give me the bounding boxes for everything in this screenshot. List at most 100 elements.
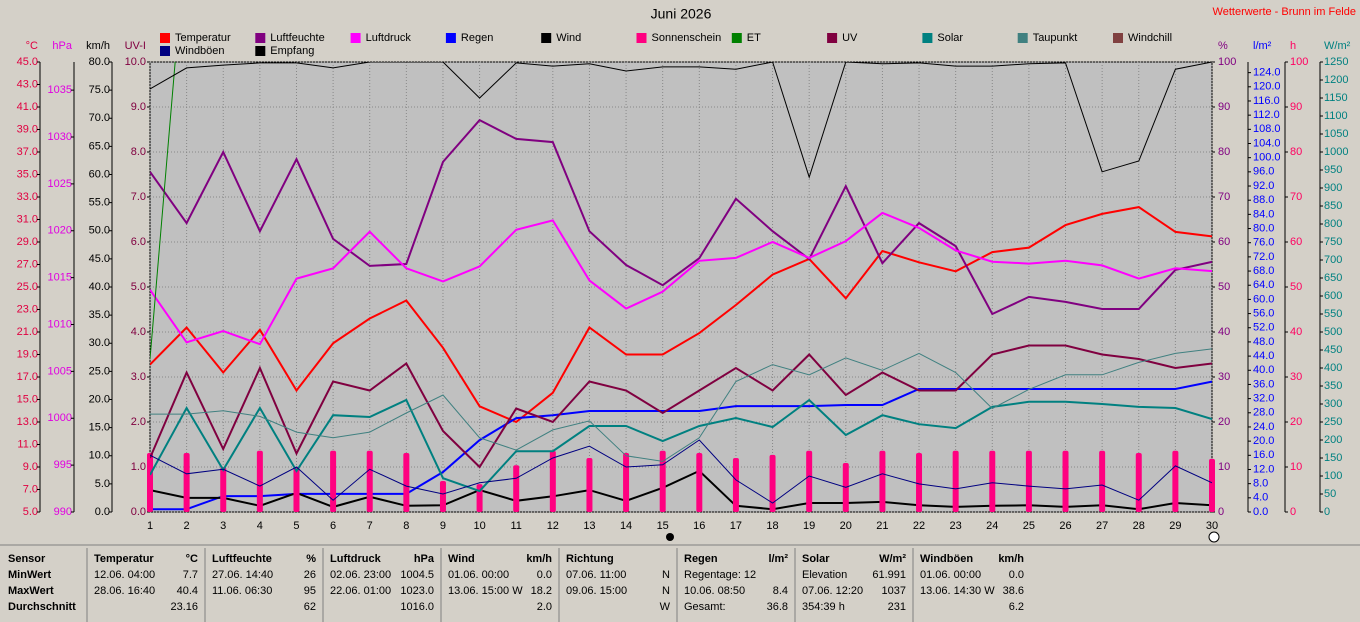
y-tick-label: 45.0	[17, 56, 38, 68]
y-tick-label: 150	[1324, 452, 1342, 464]
column-unit: %	[306, 553, 316, 565]
y-tick-label: 0	[1290, 506, 1296, 518]
x-tick-label: 11	[510, 520, 521, 532]
x-tick-label: 1	[147, 520, 153, 532]
y-tick-label: 43.0	[17, 78, 38, 90]
cell-text: 28.06. 16:40	[94, 585, 155, 597]
x-tick-label: 10	[473, 520, 485, 532]
y-tick-label: 96.0	[1253, 166, 1274, 178]
x-tick-label: 25	[1023, 520, 1035, 532]
y-tick-label: 100	[1324, 470, 1342, 482]
column-unit: W/m²	[879, 553, 906, 565]
cell-text: 02.06. 23:00	[330, 569, 391, 581]
cell-value: 0.0	[537, 569, 552, 581]
cell-text: 09.06. 15:00	[566, 585, 627, 597]
y-tick-label: 80	[1290, 146, 1302, 158]
y-tick-label: 200	[1324, 434, 1342, 446]
axis-title: UV-I	[125, 40, 146, 52]
row-label: Durchschnitt	[8, 601, 76, 613]
y-tick-label: 80.0	[1253, 222, 1274, 234]
y-tick-label: 950	[1324, 164, 1342, 176]
bar	[256, 450, 263, 512]
series-line	[150, 344, 1212, 469]
x-tick-label: 24	[986, 520, 998, 532]
legend-swatch	[827, 33, 838, 43]
cell-text: 07.06. 11:00	[566, 569, 626, 581]
bar	[183, 453, 190, 512]
legend-label: Windböen	[175, 45, 225, 57]
y-tick-label: 36.0	[1253, 378, 1274, 390]
x-tick-label: 27	[1096, 520, 1108, 532]
y-tick-label: 1035	[48, 84, 72, 96]
column-header: Solar	[802, 553, 830, 565]
y-tick-label: 9.0	[131, 101, 146, 113]
y-tick-label: 20.0	[89, 393, 110, 405]
legend-swatch	[1113, 33, 1123, 43]
y-tick-label: 56.0	[1253, 307, 1274, 319]
y-tick-label: 1.0	[131, 461, 146, 473]
legend-swatch	[922, 33, 933, 43]
y-tick-label: 35.0	[17, 168, 38, 180]
bar	[513, 465, 520, 512]
bar	[366, 450, 373, 512]
y-tick-label: 65.0	[89, 140, 110, 152]
y-tick-label: 55.0	[89, 197, 110, 209]
cell-text: 07.06. 12:20	[802, 585, 863, 597]
x-tick-label: 16	[693, 520, 705, 532]
legend-label: Solar	[937, 32, 963, 44]
cell-text: 13.06. 14:30 W	[920, 585, 995, 597]
cell-value: N	[662, 569, 670, 581]
y-tick-label: 75.0	[89, 84, 110, 96]
y-tick-label: 7.0	[131, 191, 146, 203]
x-tick-label: 4	[257, 520, 263, 532]
column-unit: km/h	[998, 553, 1024, 565]
y-tick-label: 37.0	[17, 146, 38, 158]
cell-value: 38.6	[1003, 585, 1024, 597]
column-header: Luftfeuchte	[212, 553, 272, 565]
y-tick-label: 1000	[48, 412, 72, 424]
legend-swatch	[731, 33, 742, 43]
cell-text: Elevation	[802, 569, 847, 581]
y-tick-label: 8.0	[1253, 478, 1268, 490]
y-tick-label: 44.0	[1253, 350, 1274, 362]
y-tick-label: 0.0	[131, 506, 146, 518]
cell-text: 22.06. 01:00	[330, 585, 391, 597]
bar	[806, 450, 813, 512]
y-tick-label: 1030	[48, 131, 72, 143]
cell-value: 1016.0	[400, 601, 434, 613]
cell-value: N	[662, 585, 670, 597]
cell-value: 36.8	[767, 601, 788, 613]
column-unit: km/h	[526, 553, 552, 565]
column-header: Windböen	[920, 553, 973, 565]
cell-value: 26	[304, 569, 316, 581]
y-tick-label: 70.0	[89, 112, 110, 124]
x-tick-label: 30	[1206, 520, 1218, 532]
bar	[879, 450, 886, 512]
y-tick-label: 84.0	[1253, 208, 1274, 220]
legend-label: Luftfeuchte	[270, 32, 324, 44]
column-unit: °C	[186, 553, 198, 565]
y-tick-label: 50	[1324, 488, 1336, 500]
legend-label: Wind	[556, 32, 581, 44]
axis-title: l/m²	[1253, 40, 1272, 52]
y-tick-label: 1050	[1324, 128, 1348, 140]
bar	[293, 467, 300, 512]
cell-value: 18.2	[531, 585, 552, 597]
cell-text: 27.06. 14:40	[212, 569, 273, 581]
y-tick-label: 0	[1218, 506, 1224, 518]
x-tick-label: 22	[913, 520, 925, 532]
y-tick-label: 15.0	[89, 422, 110, 434]
series-line	[150, 118, 1212, 316]
cell-text: Regentage: 12	[684, 569, 756, 581]
y-tick-label: 30	[1290, 371, 1302, 383]
y-tick-label: 1250	[1324, 56, 1348, 68]
y-tick-label: 12.0	[1253, 463, 1274, 475]
axis-title: W/m²	[1324, 40, 1351, 52]
bar	[659, 450, 666, 512]
cell-value: W	[660, 601, 671, 613]
y-tick-label: 1150	[1324, 92, 1348, 104]
y-tick-label: 28.0	[1253, 407, 1274, 419]
bar	[403, 453, 410, 512]
y-tick-label: 25.0	[17, 281, 38, 293]
